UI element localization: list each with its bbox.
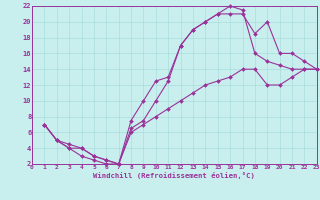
X-axis label: Windchill (Refroidissement éolien,°C): Windchill (Refroidissement éolien,°C): [93, 172, 255, 179]
